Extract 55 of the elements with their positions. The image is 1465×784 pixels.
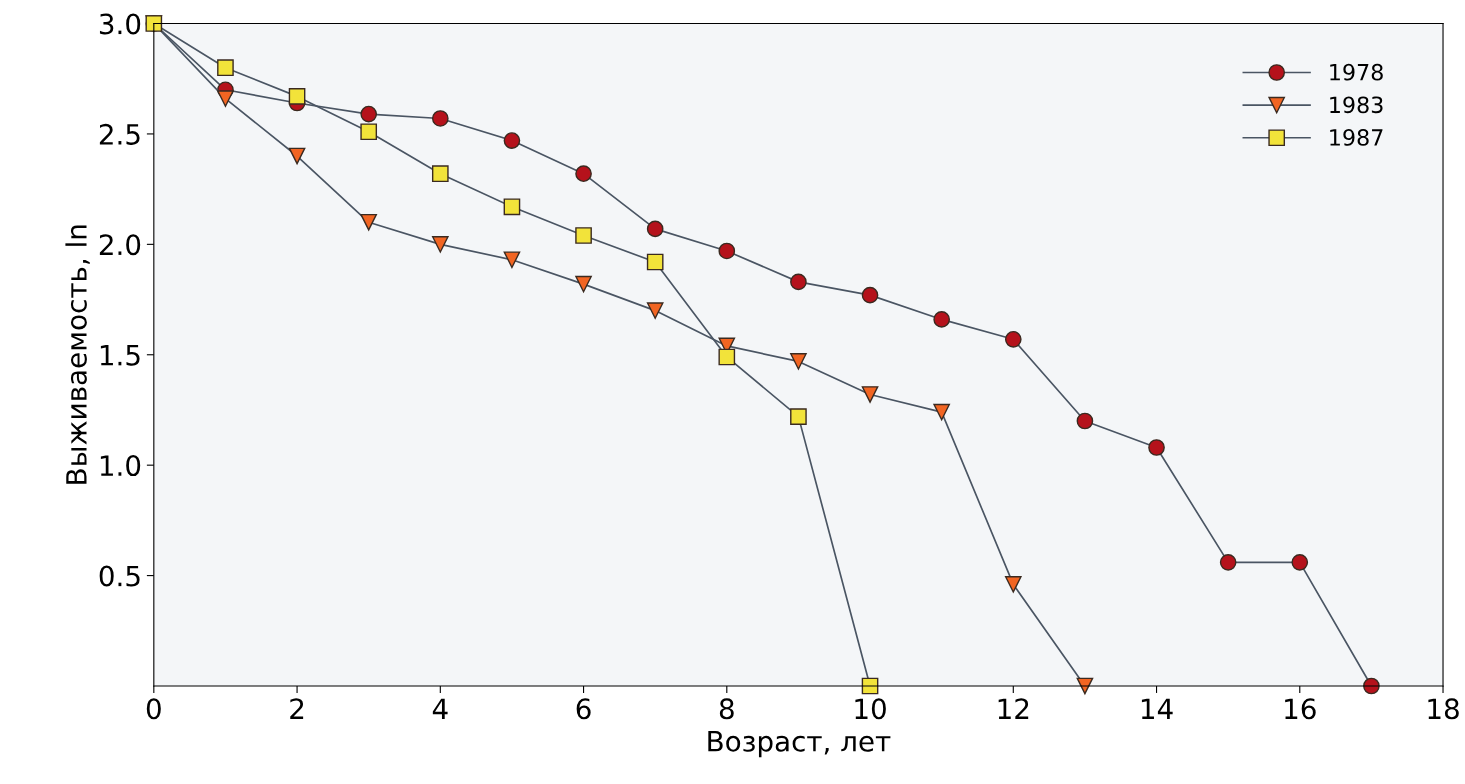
x-tick-label: 18 xyxy=(1428,698,1459,720)
x-tick-label: 10 xyxy=(855,698,886,720)
point xyxy=(503,132,521,149)
point xyxy=(790,408,807,425)
point xyxy=(288,88,306,105)
point xyxy=(575,165,592,183)
y-tick-label: 0.5 xyxy=(99,565,140,587)
point xyxy=(861,386,879,403)
point xyxy=(503,198,521,216)
point xyxy=(431,236,449,253)
point xyxy=(933,311,951,328)
point xyxy=(217,59,234,77)
x-tick-label: 6 xyxy=(576,698,591,720)
x-tick-label: 2 xyxy=(290,698,304,719)
point xyxy=(1291,554,1309,571)
legend-label: 1978 xyxy=(1330,63,1383,81)
point xyxy=(861,286,879,304)
x-axis-title: Возраст, лет xyxy=(708,731,891,758)
point xyxy=(646,302,664,319)
x-tick-label: 14 xyxy=(1141,698,1173,719)
point xyxy=(503,251,521,269)
y-tick-label: 1.0 xyxy=(100,455,141,477)
point xyxy=(646,253,664,271)
y-tick-label: 2.0 xyxy=(99,234,141,256)
point xyxy=(360,213,378,231)
y-tick-label: 3.0 xyxy=(99,13,141,35)
point xyxy=(575,227,592,244)
x-tick-label: 12 xyxy=(998,698,1029,719)
y-axis-title: Выживаемость, ln xyxy=(65,225,90,484)
point xyxy=(431,165,449,183)
point xyxy=(790,353,807,370)
y-tick-label: 2.5 xyxy=(99,123,140,145)
point xyxy=(1219,554,1237,571)
point xyxy=(1076,412,1094,430)
point xyxy=(1004,576,1022,593)
point xyxy=(360,105,378,123)
x-tick-label: 0 xyxy=(146,698,161,720)
point xyxy=(718,242,736,260)
legend-label: 1983 xyxy=(1330,96,1383,114)
point xyxy=(1148,439,1165,456)
point xyxy=(933,403,951,421)
point xyxy=(217,90,234,107)
y-tick-label: 1.5 xyxy=(100,345,140,366)
x-tick-label: 4 xyxy=(432,698,448,719)
point xyxy=(575,275,592,293)
point xyxy=(360,123,378,141)
point xyxy=(718,348,736,366)
x-tick-label: 8 xyxy=(719,698,734,720)
point xyxy=(790,273,807,291)
point xyxy=(288,147,306,165)
point xyxy=(646,220,664,238)
point xyxy=(431,110,449,127)
x-tick-label: 16 xyxy=(1285,698,1316,720)
point xyxy=(1004,330,1022,348)
legend-label: 1987 xyxy=(1330,129,1383,146)
